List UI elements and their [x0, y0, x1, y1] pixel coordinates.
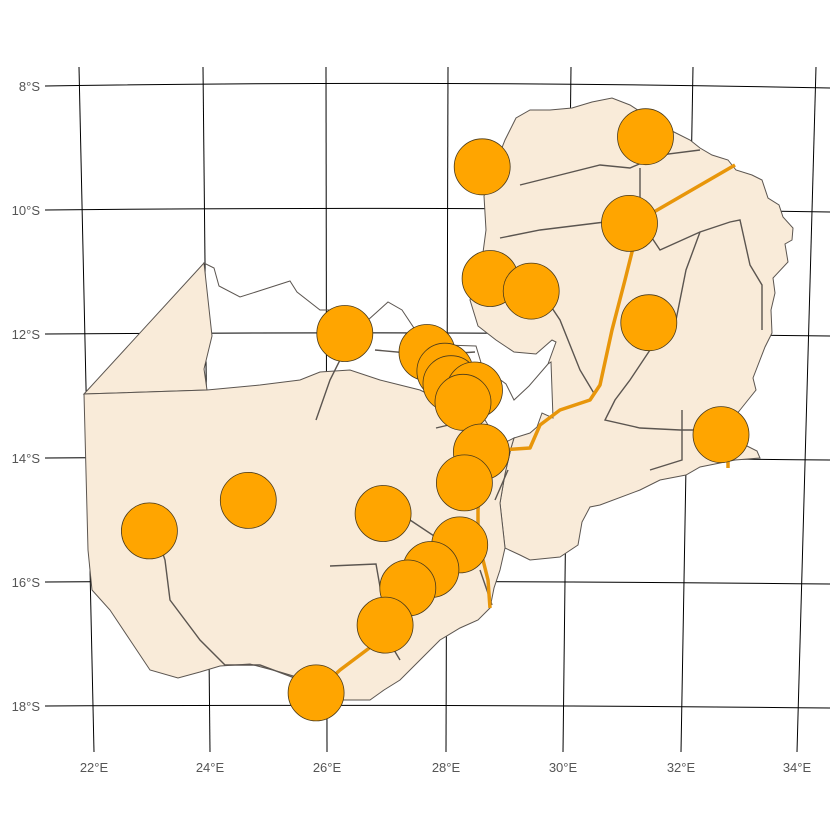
- lat-label: 10°S: [12, 203, 41, 218]
- lon-label: 24°E: [196, 760, 225, 775]
- city-point: [502, 262, 560, 320]
- city-point: [287, 664, 345, 722]
- lon-label: 22°E: [80, 760, 109, 775]
- city-point: [354, 485, 412, 542]
- longitude-labels: 22°E 24°E 26°E 28°E 30°E 32°E 34°E: [80, 760, 812, 775]
- lat-label: 12°S: [12, 327, 41, 342]
- lon-label: 34°E: [783, 760, 812, 775]
- city-point: [435, 454, 493, 512]
- city-point: [620, 294, 678, 352]
- lon-label: 30°E: [549, 760, 578, 775]
- city-point: [617, 108, 674, 166]
- city-point: [120, 502, 178, 560]
- lon-label: 32°E: [667, 760, 696, 775]
- city-point: [219, 471, 277, 529]
- lat-label: 18°S: [12, 699, 41, 714]
- lat-label: 14°S: [12, 451, 41, 466]
- latitude-labels: 8°S 10°S 12°S 14°S 16°S 18°S: [12, 79, 41, 714]
- lat-label: 16°S: [12, 575, 41, 590]
- city-point: [434, 373, 492, 431]
- city-point: [453, 138, 511, 196]
- lon-label: 28°E: [432, 760, 461, 775]
- city-point: [316, 305, 374, 362]
- city-point: [692, 406, 750, 464]
- city-point: [356, 596, 414, 654]
- city-point: [601, 194, 658, 252]
- city-points: [120, 108, 750, 722]
- lon-label: 26°E: [313, 760, 342, 775]
- lat-label: 8°S: [19, 79, 40, 94]
